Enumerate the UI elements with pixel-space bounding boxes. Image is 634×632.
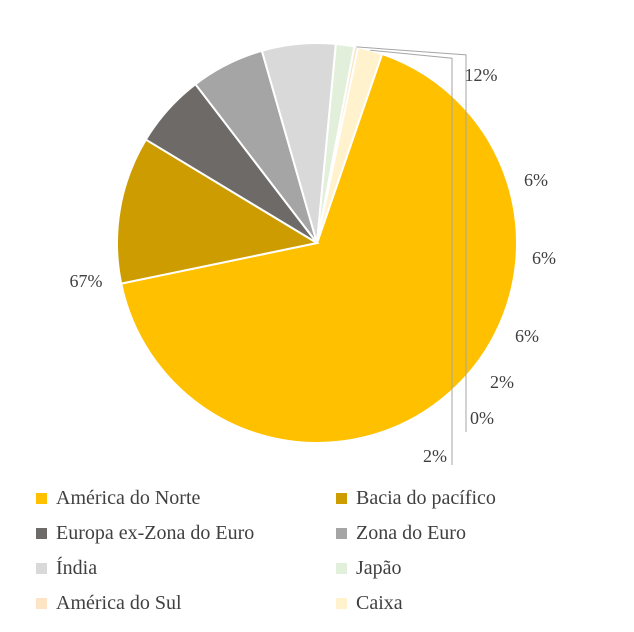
legend-item: América do Norte [36, 486, 336, 510]
legend-label: Caixa [356, 591, 403, 614]
legend-swatch [336, 527, 347, 539]
pie-slice-2 [116, 138, 320, 285]
legend-item: Caixa [336, 591, 606, 615]
pie-slice-1 [119, 52, 519, 444]
legend-item: Índia [36, 556, 336, 580]
slice-label-1: 67% [70, 271, 103, 291]
legend-swatch [36, 527, 47, 539]
legend-item: Japão [336, 556, 606, 580]
leader-lines [356, 46, 467, 465]
leader-line-7 [356, 46, 467, 432]
slice-label-6: 2% [490, 372, 514, 392]
legend-label: Bacia do pacífico [356, 486, 496, 509]
legend-label: Japão [356, 556, 402, 579]
legend-label: Índia [56, 556, 98, 579]
legend-swatch [36, 597, 47, 609]
legend-swatch [36, 492, 47, 504]
legend-swatch [336, 562, 347, 574]
legend-swatch [336, 492, 347, 504]
slice-label-7: 0% [470, 408, 494, 428]
legend-label: Europa ex-Zona do Euro [56, 521, 255, 544]
pie-chart: 67% 12% 6% 6% 6% 2% 0% 2% [70, 42, 557, 466]
legend-label: América do Norte [56, 486, 201, 509]
slice-label-4: 6% [532, 248, 556, 268]
legend: América do Norte Bacia do pacífico Europa … [36, 486, 616, 615]
legend-item: Bacia do pacífico [336, 486, 606, 510]
legend-swatch [36, 562, 47, 574]
legend-swatch [336, 597, 347, 609]
slice-label-8: 2% [423, 446, 447, 466]
slice-label-2: 12% [465, 65, 498, 85]
pie-slices [116, 42, 519, 444]
legend-item: Zona do Euro [336, 521, 606, 545]
legend-label: América do Sul [56, 591, 182, 614]
leader-line-8 [370, 49, 453, 465]
slice-label-3: 6% [524, 170, 548, 190]
slice-labels: 67% 12% 6% 6% 6% 2% 0% 2% [70, 65, 557, 466]
legend-item: Europa ex-Zona do Euro [36, 521, 336, 545]
slice-label-5: 6% [515, 326, 539, 346]
legend-item: América do Sul [36, 591, 336, 615]
legend-label: Zona do Euro [356, 521, 466, 544]
